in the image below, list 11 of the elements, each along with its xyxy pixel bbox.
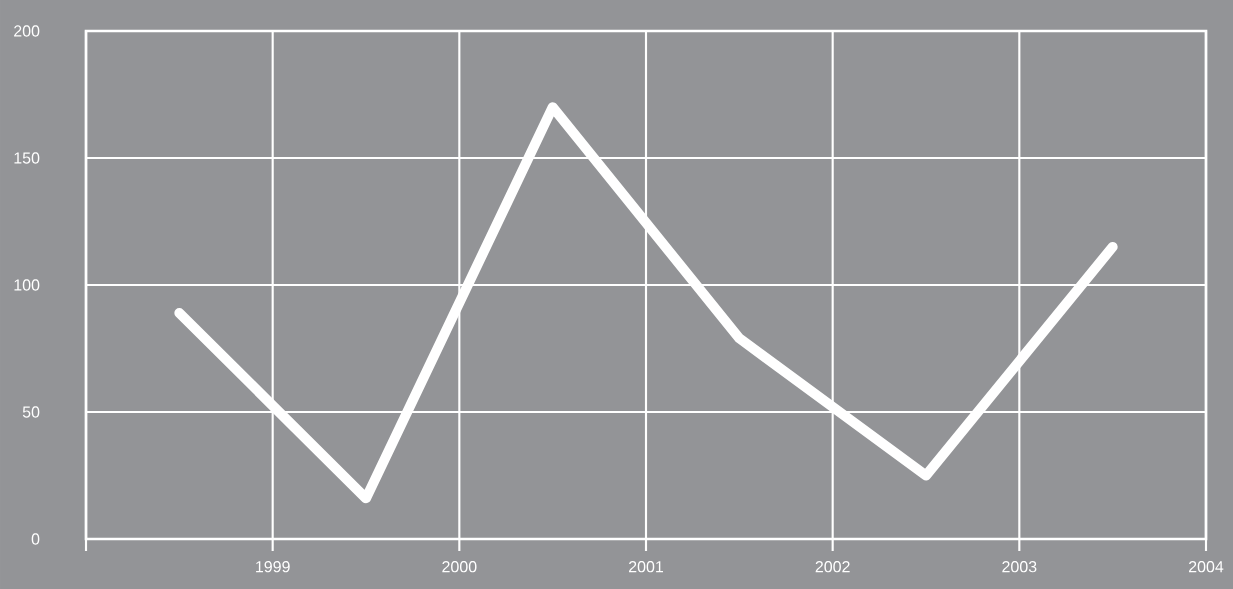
y-tick-label: 100	[14, 279, 40, 291]
y-tick-label: 150	[14, 152, 40, 164]
x-tick-label: 2001	[629, 561, 664, 573]
x-tick-label: 1999	[256, 561, 290, 573]
y-tick-label: 50	[22, 406, 40, 418]
x-tick-label: 2004	[1188, 561, 1224, 573]
x-tick-label: 2003	[1002, 561, 1037, 573]
x-tick-label: 2002	[815, 561, 850, 573]
y-tick-label: 0	[31, 533, 40, 545]
y-tick-label: 200	[14, 25, 40, 37]
x-tick-label: 2000	[442, 561, 477, 573]
